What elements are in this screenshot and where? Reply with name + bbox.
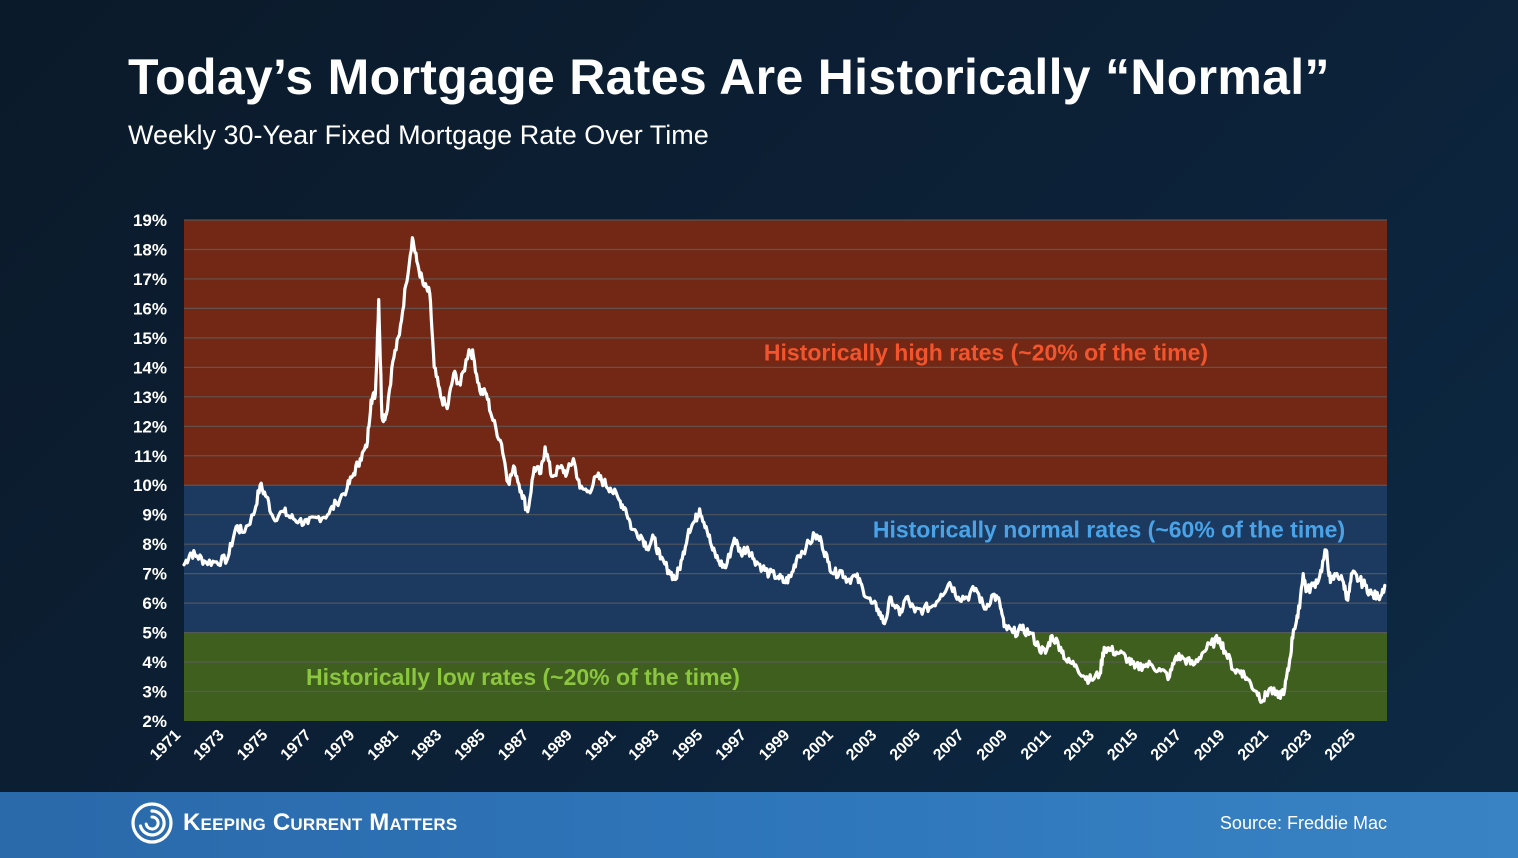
x-tick-label: 2007 bbox=[930, 727, 967, 764]
page-title: Today’s Mortgage Rates Are Historically … bbox=[128, 49, 1330, 105]
band-label-0: Historically high rates (~20% of the tim… bbox=[764, 340, 1208, 366]
band-1 bbox=[184, 485, 1387, 633]
footer-bar: Keeping Current Matters Source: Freddie … bbox=[0, 792, 1518, 858]
x-tick-label: 1971 bbox=[147, 727, 184, 764]
band-0 bbox=[184, 220, 1387, 486]
y-tick-label: 3% bbox=[142, 683, 167, 702]
page-subtitle: Weekly 30-Year Fixed Mortgage Rate Over … bbox=[128, 120, 709, 150]
x-tick-label: 2005 bbox=[887, 727, 924, 764]
band-label-2: Historically low rates (~20% of the time… bbox=[306, 664, 740, 690]
y-tick-label: 15% bbox=[133, 329, 167, 348]
y-tick-label: 2% bbox=[142, 712, 167, 731]
y-tick-label: 19% bbox=[133, 211, 167, 230]
x-tick-label: 2019 bbox=[1191, 727, 1228, 764]
x-tick-label: 1977 bbox=[278, 727, 315, 764]
x-tick-label: 1999 bbox=[756, 727, 793, 764]
x-tick-label: 2021 bbox=[1235, 727, 1272, 764]
y-tick-label: 11% bbox=[134, 447, 167, 466]
x-tick-label: 1975 bbox=[234, 727, 271, 764]
x-tick-label: 1983 bbox=[408, 727, 445, 764]
x-tick-label: 1973 bbox=[191, 727, 228, 764]
x-tick-label: 1987 bbox=[495, 727, 532, 764]
x-tick-label: 2015 bbox=[1104, 727, 1141, 764]
y-tick-label: 5% bbox=[142, 624, 167, 643]
x-tick-label: 1995 bbox=[669, 727, 706, 764]
brand-logo-text: Keeping Current Matters bbox=[183, 809, 458, 836]
y-tick-label: 10% bbox=[133, 476, 167, 495]
y-tick-label: 13% bbox=[133, 388, 167, 407]
x-tick-label: 1993 bbox=[626, 727, 663, 764]
x-tick-label: 2023 bbox=[1278, 727, 1315, 764]
y-tick-label: 18% bbox=[133, 240, 167, 259]
x-tick-label: 2011 bbox=[1018, 727, 1055, 764]
x-tick-label: 1979 bbox=[321, 727, 358, 764]
x-tick-label: 2013 bbox=[1061, 727, 1098, 764]
x-tick-label: 2017 bbox=[1148, 727, 1185, 764]
x-tick-label: 1991 bbox=[582, 727, 619, 764]
band-label-1: Historically normal rates (~60% of the t… bbox=[873, 516, 1345, 542]
x-tick-label: 1989 bbox=[539, 727, 576, 764]
spiral-logo-icon bbox=[131, 802, 173, 844]
x-tick-label: 2003 bbox=[843, 727, 880, 764]
y-tick-label: 9% bbox=[142, 506, 167, 525]
series-line-0 bbox=[182, 236, 1387, 704]
y-tick-label: 8% bbox=[142, 535, 167, 554]
y-tick-label: 12% bbox=[133, 417, 167, 436]
y-tick-label: 6% bbox=[142, 594, 167, 613]
x-tick-label: 1985 bbox=[452, 727, 489, 764]
mortgage-rate-chart: 2% 3% 4% 5% 6% 7% 8% 9% 10% 11% 12% 13% 14% 15% 16% 17%… bbox=[133, 211, 1387, 764]
y-tick-label: 16% bbox=[133, 299, 167, 318]
y-tick-label: 17% bbox=[133, 270, 167, 289]
y-tick-label: 14% bbox=[133, 358, 167, 377]
x-tick-label: 2009 bbox=[974, 727, 1011, 764]
y-tick-label: 4% bbox=[142, 653, 167, 672]
x-tick-label: 2025 bbox=[1322, 727, 1359, 764]
source-label: Source: Freddie Mac bbox=[1219, 813, 1387, 833]
x-tick-label: 1981 bbox=[365, 727, 402, 764]
x-tick-label: 1997 bbox=[713, 727, 750, 764]
x-tick-label: 2001 bbox=[800, 727, 837, 764]
y-tick-label: 7% bbox=[142, 565, 167, 584]
band-2 bbox=[184, 632, 1387, 721]
